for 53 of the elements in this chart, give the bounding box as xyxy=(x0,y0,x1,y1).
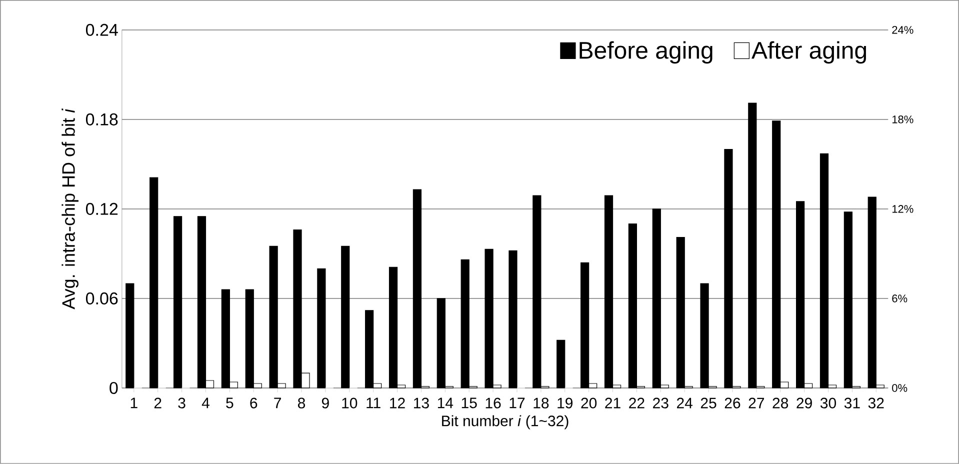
y2-tick-label: 24% xyxy=(892,26,914,34)
x-tick-label: 2 xyxy=(154,398,162,408)
x-tick-label: 7 xyxy=(274,398,281,408)
x-tick-label: 23 xyxy=(653,398,668,408)
bar xyxy=(150,177,158,388)
y2-tick-label: 18% xyxy=(892,116,914,124)
y-tick-label: 0 xyxy=(110,382,118,394)
x-tick-label: 11 xyxy=(366,398,380,408)
x-tick-label: 5 xyxy=(226,398,234,408)
x-tick-label: 17 xyxy=(510,398,525,408)
x-tick-label: 16 xyxy=(486,398,501,408)
legend-label: Before aging xyxy=(580,41,712,64)
y2-tick-label: 6% xyxy=(892,294,908,302)
x-tick-label: 24 xyxy=(676,398,692,408)
x-tick-label: 32 xyxy=(868,398,884,408)
legend-label: After aging xyxy=(752,41,866,64)
x-tick-label: 19 xyxy=(558,398,572,408)
x-tick-label: 30 xyxy=(820,398,836,408)
x-tick-label: 15 xyxy=(462,398,477,408)
x-tick-label: 10 xyxy=(342,398,358,408)
x-tick-label: 14 xyxy=(438,398,454,408)
y-axis-title: Avg. intra-chip HD of bit i xyxy=(62,108,78,310)
x-tick-label: 27 xyxy=(748,398,764,408)
y-tick-label: 0.12 xyxy=(86,202,118,216)
bar xyxy=(341,246,350,388)
y-tick-label: 0.06 xyxy=(86,292,118,305)
x-tick-label: 12 xyxy=(390,398,405,408)
x-tick-label: 22 xyxy=(629,398,644,408)
y2-tick-label: 12% xyxy=(892,205,914,213)
x-tick-label: 29 xyxy=(796,398,812,408)
x-tick-label: 6 xyxy=(250,398,258,408)
y-tick-label: 0.18 xyxy=(86,113,118,126)
x-tick-label: 3 xyxy=(178,398,186,408)
bar xyxy=(173,216,182,388)
y-tick-label: 0.24 xyxy=(86,24,118,36)
x-tick-label: 1 xyxy=(130,398,138,408)
x-tick-label: 21 xyxy=(605,398,620,408)
x-tick-label: 25 xyxy=(700,398,716,408)
bar xyxy=(508,250,518,388)
x-axis-title: Bit number i (1~32) xyxy=(442,415,568,430)
bar xyxy=(317,268,326,388)
x-tick-label: 4 xyxy=(202,398,210,408)
x-tick-label: 8 xyxy=(298,398,306,408)
x-tick-label: 20 xyxy=(581,398,597,408)
x-tick-label: 9 xyxy=(322,398,329,408)
x-tick-label: 18 xyxy=(534,398,549,408)
x-tick-label: 26 xyxy=(724,398,740,408)
bar xyxy=(126,283,134,388)
x-tick-label: 31 xyxy=(844,398,860,408)
x-tick-label: 13 xyxy=(414,398,429,408)
bar xyxy=(556,340,566,388)
x-tick-label: 28 xyxy=(772,398,788,408)
y2-tick-label: 0% xyxy=(892,384,908,392)
